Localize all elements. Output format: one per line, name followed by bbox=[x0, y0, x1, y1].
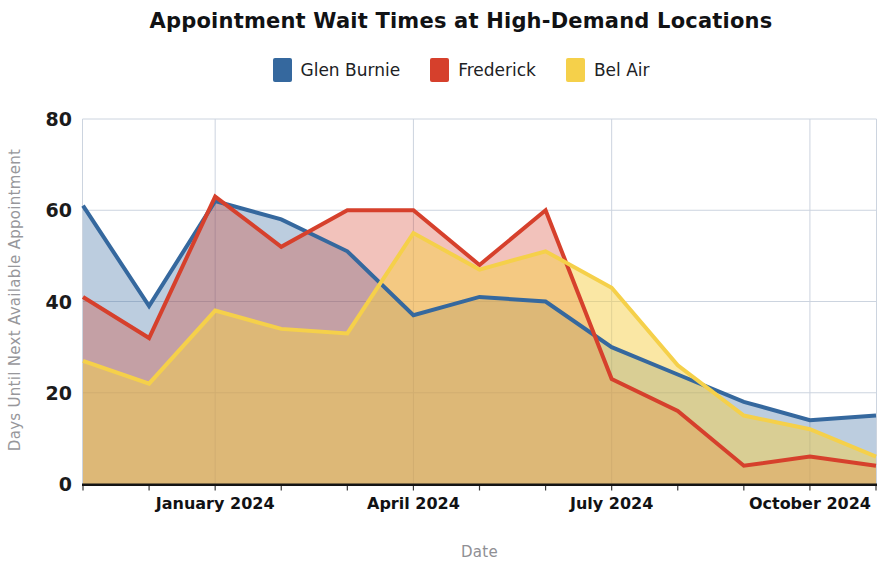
chart-page: Appointment Wait Times at High-Demand Lo… bbox=[0, 0, 887, 579]
chart-canvas bbox=[0, 0, 887, 579]
x-axis-title: Date bbox=[83, 543, 876, 561]
x-tick-label: October 2024 bbox=[725, 494, 887, 514]
legend-label: Glen Burnie bbox=[301, 60, 401, 80]
legend-swatch-bel-air bbox=[566, 58, 585, 82]
legend-item-bel-air: Bel Air bbox=[566, 58, 650, 82]
y-tick-label: 60 bbox=[26, 199, 72, 221]
chart-title: Appointment Wait Times at High-Demand Lo… bbox=[35, 8, 887, 34]
x-tick-label: July 2024 bbox=[527, 494, 697, 514]
legend-swatch-frederick bbox=[430, 58, 449, 82]
y-tick-label: 40 bbox=[26, 291, 72, 313]
y-tick-label: 0 bbox=[26, 473, 72, 495]
y-tick-label: 20 bbox=[26, 382, 72, 404]
legend-swatch-glen-burnie bbox=[273, 58, 292, 82]
x-tick-label: April 2024 bbox=[328, 494, 498, 514]
legend: Glen Burnie Frederick Bel Air bbox=[35, 58, 887, 82]
y-axis-title: Days Until Next Available Appointment bbox=[6, 149, 24, 451]
legend-item-glen-burnie: Glen Burnie bbox=[273, 58, 401, 82]
chart-header: Appointment Wait Times at High-Demand Lo… bbox=[35, 8, 887, 82]
legend-label: Bel Air bbox=[594, 60, 650, 80]
y-tick-label: 80 bbox=[26, 108, 72, 130]
legend-label: Frederick bbox=[458, 60, 536, 80]
x-tick-label: January 2024 bbox=[130, 494, 300, 514]
legend-item-frederick: Frederick bbox=[430, 58, 536, 82]
